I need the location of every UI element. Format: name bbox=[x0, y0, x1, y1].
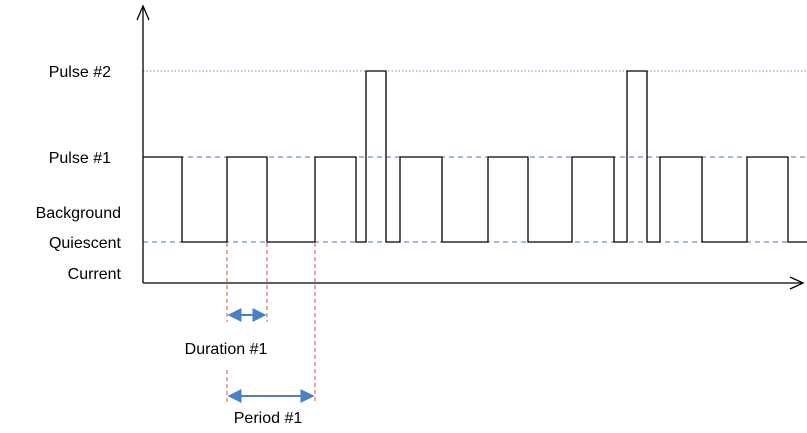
x-axis-arrowhead bbox=[789, 276, 805, 290]
pulse-waveform bbox=[143, 70, 807, 243]
y-axis-arrowhead bbox=[136, 4, 150, 21]
quiescent-label: Quiescent bbox=[49, 235, 122, 252]
pulse1-label: Pulse #1 bbox=[49, 150, 111, 167]
background-label: Background bbox=[36, 205, 121, 222]
pulse2-label: Pulse #2 bbox=[49, 64, 111, 81]
period-label: Period #1 bbox=[234, 410, 303, 427]
duration-label: Duration #1 bbox=[185, 341, 268, 358]
current-label: Current bbox=[68, 266, 122, 283]
